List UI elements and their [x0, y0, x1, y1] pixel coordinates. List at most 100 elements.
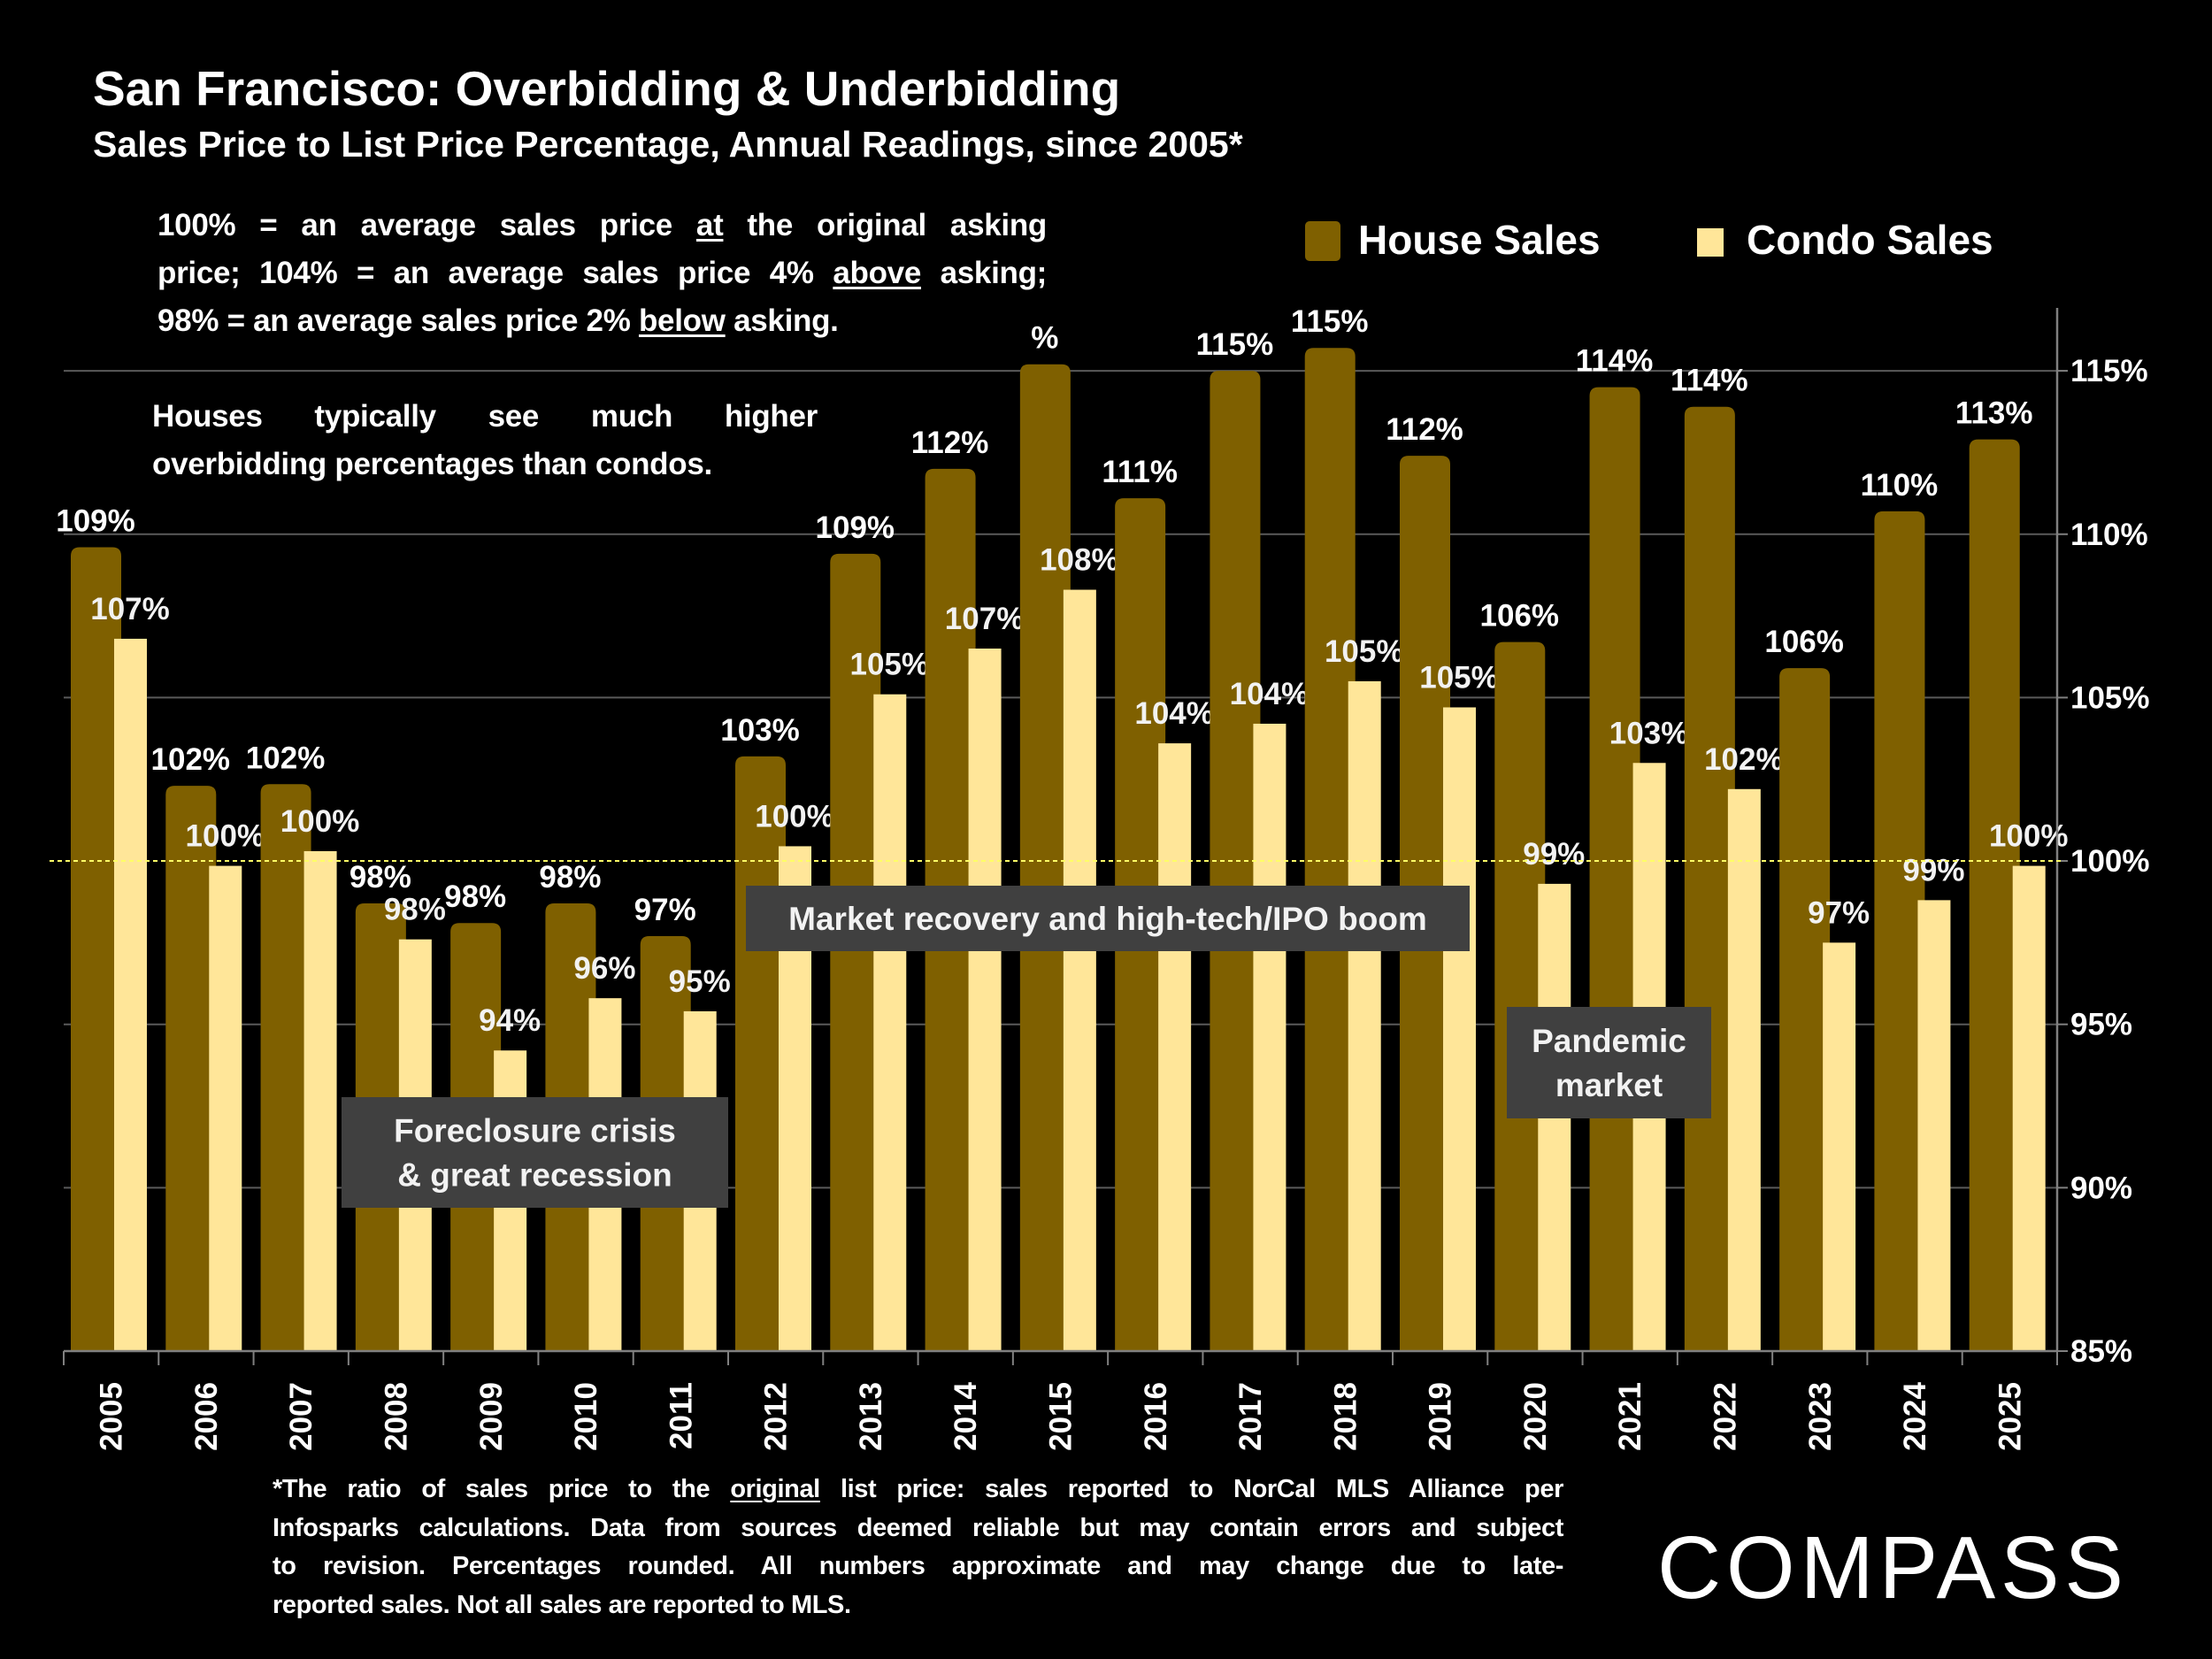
house-bar: [1874, 511, 1925, 1351]
condo-bar: [209, 865, 242, 1351]
house-bar: [1969, 439, 2020, 1351]
house-data-label: 106%: [1764, 625, 1844, 659]
x-tick-label: 2015: [1044, 1382, 1079, 1451]
condo-data-label: 105%: [850, 648, 930, 682]
condo-data-label: 94%: [479, 1003, 541, 1038]
x-tick-label: 2010: [569, 1382, 603, 1451]
condo-data-label: 99%: [1523, 837, 1585, 872]
house-data-label: %: [1031, 321, 1058, 356]
text-line: Infosparks calculations. Data from sourc…: [273, 1509, 1563, 1548]
house-data-label: 111%: [1102, 455, 1178, 489]
house-bar: [1779, 668, 1831, 1351]
x-tick-label: 2016: [1139, 1382, 1173, 1451]
text-segment: *The ratio of sales price to the: [273, 1475, 731, 1503]
text-line: overbidding percentages than condos.: [152, 441, 818, 488]
x-tick-label: 2008: [380, 1382, 414, 1451]
underlined-word: below: [638, 303, 726, 338]
condo-bar: [968, 649, 1002, 1351]
x-tick-label: 2023: [1803, 1382, 1838, 1451]
compass-logo-text: COMPASS: [1657, 1518, 2124, 1617]
text-segment: to revision. Percentages rounded. All nu…: [273, 1552, 1563, 1580]
condo-bar: [1063, 589, 1096, 1351]
house-bar: [1304, 348, 1356, 1351]
x-tick-label: 2006: [189, 1382, 224, 1451]
house-bar: [1494, 641, 1546, 1351]
underlined-word: at: [695, 208, 724, 242]
text-segment: price; 104% = an average sales price 4%: [157, 256, 833, 290]
x-tick-label: 2013: [854, 1382, 888, 1451]
house-data-label: 114%: [1671, 364, 1748, 398]
text-line: reported sales. Not all sales are report…: [273, 1586, 1563, 1625]
legend-house-label: House Sales: [1358, 217, 1601, 263]
y-tick-label: 105%: [2070, 680, 2150, 715]
condo-bar: [1443, 707, 1476, 1351]
y-tick-label: 100%: [2070, 844, 2150, 879]
text-line: to revision. Percentages rounded. All nu…: [273, 1548, 1563, 1586]
annotation-text: Foreclosure crisis: [394, 1113, 676, 1149]
text-segment: reported sales. Not all sales are report…: [273, 1590, 851, 1619]
text-segment: 98% = an average sales price 2%: [157, 303, 639, 338]
text-segment: asking.: [725, 303, 839, 338]
house-data-label: 103%: [720, 713, 800, 748]
x-tick-label: 2021: [1613, 1382, 1647, 1451]
annotation-background: [342, 1097, 728, 1208]
x-tick-label: 2020: [1518, 1382, 1553, 1451]
underlined-word: original: [730, 1475, 820, 1503]
houses-note: Houses typically see much higher overbidd…: [152, 393, 818, 488]
condo-data-label: 100%: [755, 799, 834, 833]
legend: House Sales Condo Sales: [1305, 217, 1993, 263]
x-tick-label: 2017: [1233, 1382, 1268, 1451]
house-data-label: 106%: [1480, 599, 1560, 634]
underlined-word: above: [833, 256, 921, 290]
text-segment: Infosparks calculations. Data from sourc…: [273, 1513, 1563, 1542]
y-tick-label: 110%: [2070, 518, 2148, 552]
text-line: price; 104% = an average sales price 4% …: [157, 250, 1047, 297]
annotation-text: Market recovery and high-tech/IPO boom: [788, 901, 1427, 937]
condo-data-label: 105%: [1325, 634, 1404, 669]
condo-data-label: 108%: [1040, 543, 1119, 578]
legend-condo-label: Condo Sales: [1747, 217, 1993, 263]
x-tick-label: 2012: [759, 1382, 794, 1451]
house-bar: [735, 756, 786, 1351]
text-line: Houses typically see much higher: [152, 393, 818, 441]
condo-bar: [1253, 723, 1286, 1351]
condo-data-label: 104%: [1134, 696, 1214, 731]
annotation-text: market: [1555, 1067, 1663, 1103]
house-data-label: 98%: [349, 860, 411, 895]
condo-bar: [873, 694, 907, 1351]
condo-bar: [1823, 942, 1856, 1351]
condo-data-label: 104%: [1230, 677, 1310, 711]
text-segment: the original asking: [723, 208, 1048, 242]
text-line: 100% = an average sales price at the ori…: [157, 202, 1047, 250]
house-bar: [260, 784, 311, 1351]
y-tick-label: 115%: [2070, 354, 2148, 388]
legend-house-swatch: [1305, 221, 1340, 261]
condo-bar: [1917, 900, 1951, 1351]
condo-bar: [1158, 743, 1192, 1351]
y-tick-label: 95%: [2070, 1008, 2132, 1042]
condo-bar: [114, 638, 147, 1351]
text-segment: list price: sales reported to NorCal MLS…: [819, 1475, 1563, 1503]
house-data-label: 109%: [816, 511, 895, 545]
chart-title: San Francisco: Overbidding & Underbiddin…: [93, 61, 1121, 116]
legend-condo-swatch: [1697, 228, 1724, 257]
house-data-label: 98%: [539, 860, 601, 895]
house-data-label: 102%: [151, 742, 231, 777]
explanation-note: 100% = an average sales price at the ori…: [157, 202, 1047, 345]
annotation-box: Foreclosure crisis & great recession: [342, 1097, 728, 1208]
condo-data-label: 102%: [1704, 742, 1784, 777]
house-data-label: 97%: [634, 893, 696, 927]
x-tick-label: 2011: [664, 1382, 698, 1449]
house-data-label: 113%: [1955, 396, 2033, 431]
condo-data-label: 97%: [1808, 895, 1870, 930]
x-tick-label: 2014: [949, 1381, 983, 1450]
x-tick-label: 2009: [474, 1382, 509, 1451]
house-data-label: 109%: [56, 504, 135, 539]
text-line: *The ratio of sales price to the origina…: [273, 1471, 1563, 1509]
house-bar: [71, 547, 121, 1351]
compass-logo: COMPASS: [1657, 1518, 2124, 1617]
text-segment: 100% = an average sales price: [157, 208, 696, 242]
annotation-text: Pandemic: [1532, 1023, 1686, 1059]
x-tick-label: 2005: [95, 1382, 129, 1451]
